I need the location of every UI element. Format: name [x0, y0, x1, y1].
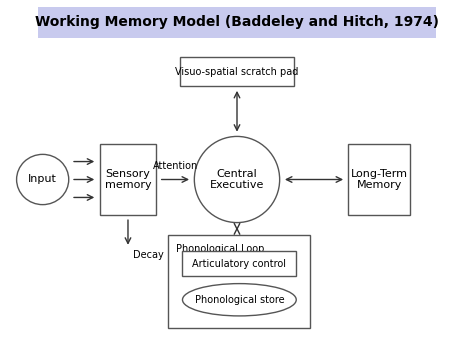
Ellipse shape [194, 136, 280, 223]
Text: Sensory
memory: Sensory memory [105, 169, 151, 190]
FancyBboxPatch shape [168, 235, 310, 328]
Text: Input: Input [28, 174, 57, 185]
Text: Decay: Decay [133, 250, 164, 260]
Text: Articulatory control: Articulatory control [192, 259, 286, 269]
Ellipse shape [182, 284, 296, 316]
Text: Central
Executive: Central Executive [210, 169, 264, 190]
FancyBboxPatch shape [180, 57, 294, 86]
Ellipse shape [17, 154, 69, 205]
Text: Phonological store: Phonological store [194, 295, 284, 305]
FancyBboxPatch shape [100, 144, 156, 215]
FancyBboxPatch shape [348, 144, 410, 215]
Text: Phonological Loop: Phonological Loop [176, 244, 264, 254]
Text: Visuo-spatial scratch pad: Visuo-spatial scratch pad [175, 67, 299, 77]
FancyBboxPatch shape [38, 7, 436, 38]
FancyBboxPatch shape [182, 251, 296, 276]
Text: Working Memory Model (Baddeley and Hitch, 1974): Working Memory Model (Baddeley and Hitch… [35, 15, 439, 29]
Text: Attention: Attention [153, 160, 198, 171]
Text: Long-Term
Memory: Long-Term Memory [351, 169, 408, 190]
